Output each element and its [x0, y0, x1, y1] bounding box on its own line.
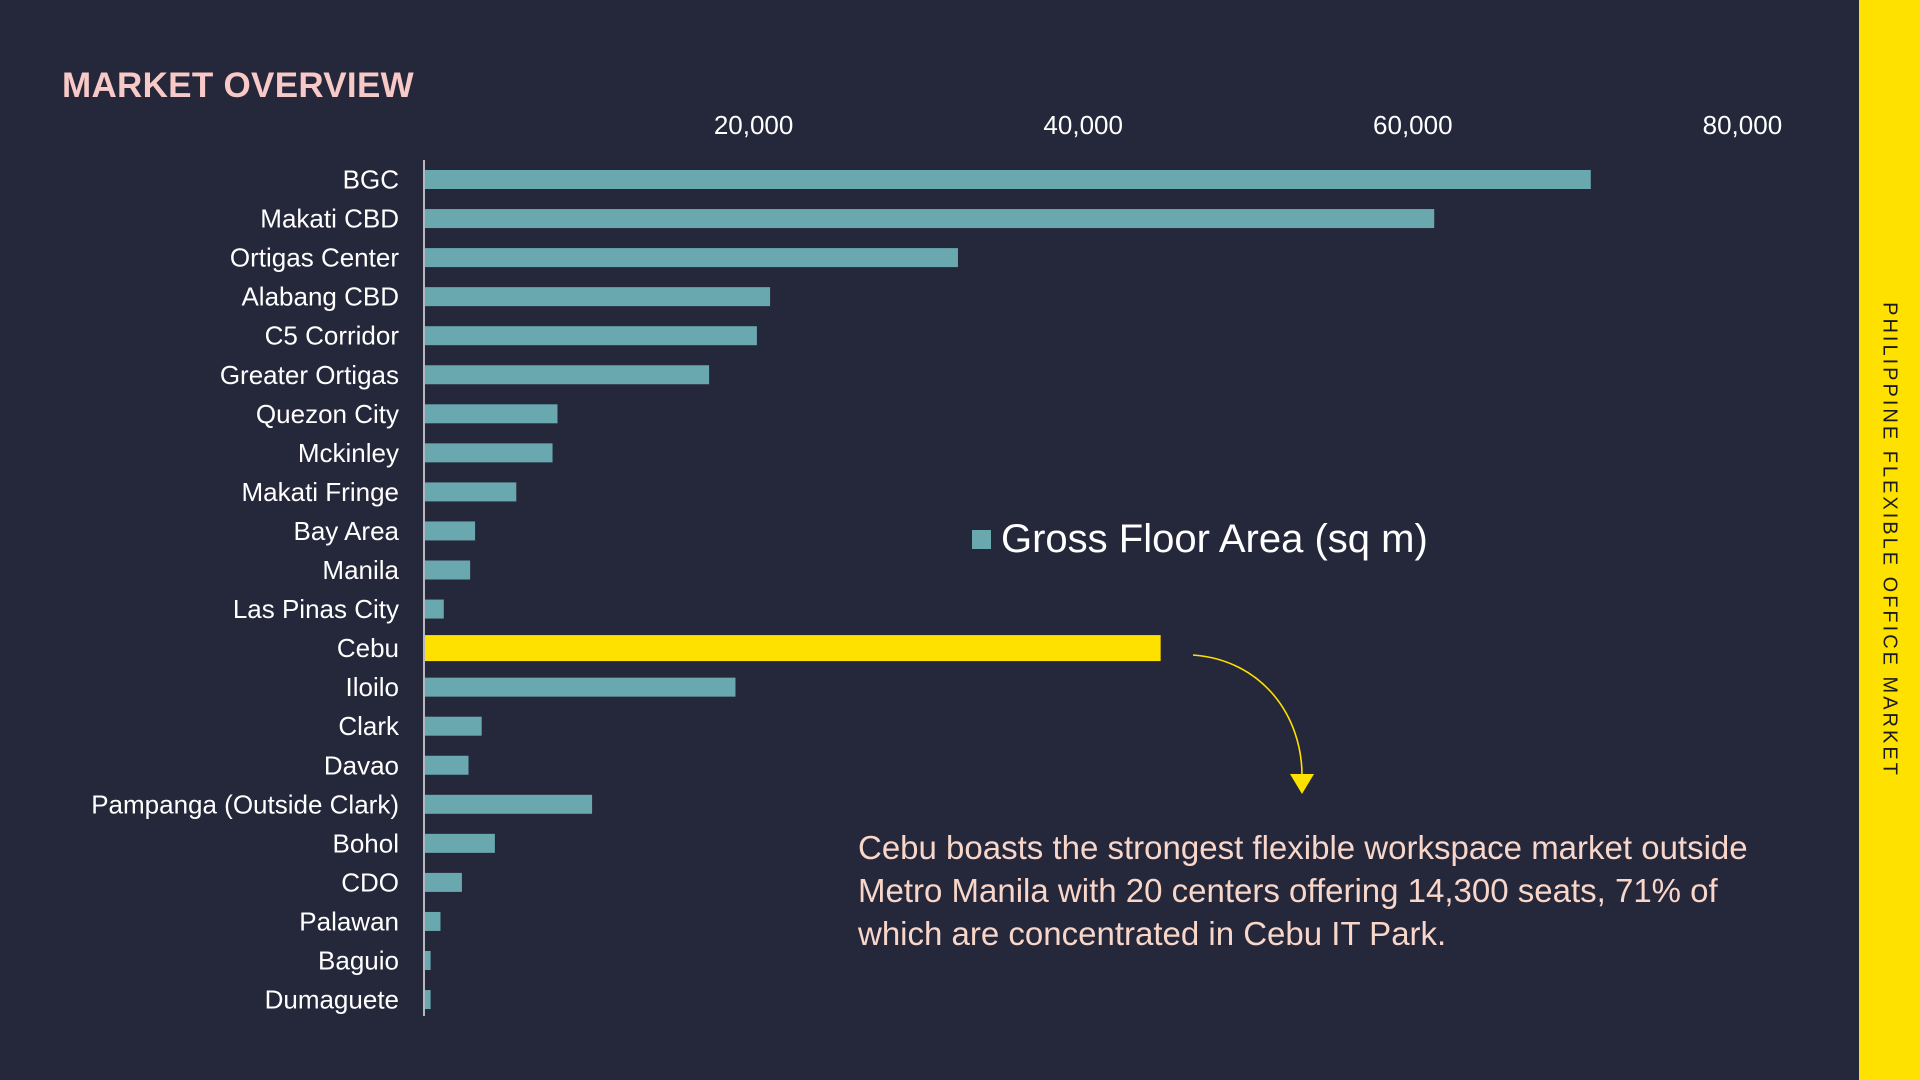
bar [425, 248, 958, 268]
bar [425, 482, 517, 502]
x-tick-label: 80,000 [1703, 110, 1783, 140]
category-label: Mckinley [298, 438, 399, 468]
bar [425, 326, 757, 346]
category-label: Alabang CBD [241, 282, 399, 312]
category-label: Dumaguete [265, 985, 399, 1015]
bar [425, 872, 462, 892]
callout-arrow [1192, 654, 1314, 794]
category-label: BGC [343, 165, 399, 195]
category-label: Bohol [333, 828, 400, 858]
bar [425, 677, 736, 697]
category-label: Clark [338, 711, 400, 741]
bar-chart: 20,000 40,000 60,000 80,000 BGC Makati CBD Ort… [91, 110, 1783, 1016]
category-label: Baguio [318, 946, 399, 976]
bar [425, 365, 710, 385]
bar [425, 794, 593, 814]
bar [425, 209, 1435, 229]
category-label: Davao [324, 750, 399, 780]
bar [425, 755, 469, 775]
bar [425, 287, 771, 307]
category-label: Las Pinas City [233, 594, 399, 624]
category-label: Makati Fringe [242, 477, 400, 507]
category-label: Cebu [337, 633, 399, 663]
legend-swatch [972, 530, 991, 549]
bar [425, 560, 471, 580]
x-tick-label: 60,000 [1373, 110, 1453, 140]
bar [425, 404, 558, 424]
category-label: Ortigas Center [230, 243, 399, 273]
x-tick-label: 20,000 [714, 110, 794, 140]
bar [425, 599, 444, 619]
callout-text: Cebu boasts the strongest flexible works… [858, 829, 1748, 952]
bar-highlight [425, 635, 1161, 662]
category-label: Palawan [299, 906, 399, 936]
page-title: MARKET OVERVIEW [62, 66, 414, 105]
chart-legend: Gross Floor Area (sq m) [972, 517, 1428, 562]
bar [425, 443, 553, 463]
bar [425, 170, 1591, 189]
legend-label: Gross Floor Area (sq m) [1001, 517, 1428, 561]
category-label: Makati CBD [260, 204, 399, 234]
bar [425, 951, 431, 970]
side-label: PHILIPPINE FLEXIBLE OFFICE MARKET [1878, 302, 1901, 778]
category-label: Iloilo [346, 672, 399, 702]
bar [425, 521, 476, 541]
bar [425, 990, 431, 1010]
category-label: CDO [341, 867, 399, 897]
bar [425, 833, 495, 853]
category-label: Manila [322, 555, 399, 585]
bar [425, 911, 441, 931]
category-label: Quezon City [256, 399, 399, 429]
category-label: C5 Corridor [265, 321, 400, 351]
bar [425, 716, 482, 736]
category-label: Greater Ortigas [220, 360, 399, 390]
x-tick-label: 40,000 [1043, 110, 1123, 140]
side-band [1859, 0, 1920, 1080]
category-label: Bay Area [293, 516, 399, 546]
category-label: Pampanga (Outside Clark) [91, 789, 399, 819]
